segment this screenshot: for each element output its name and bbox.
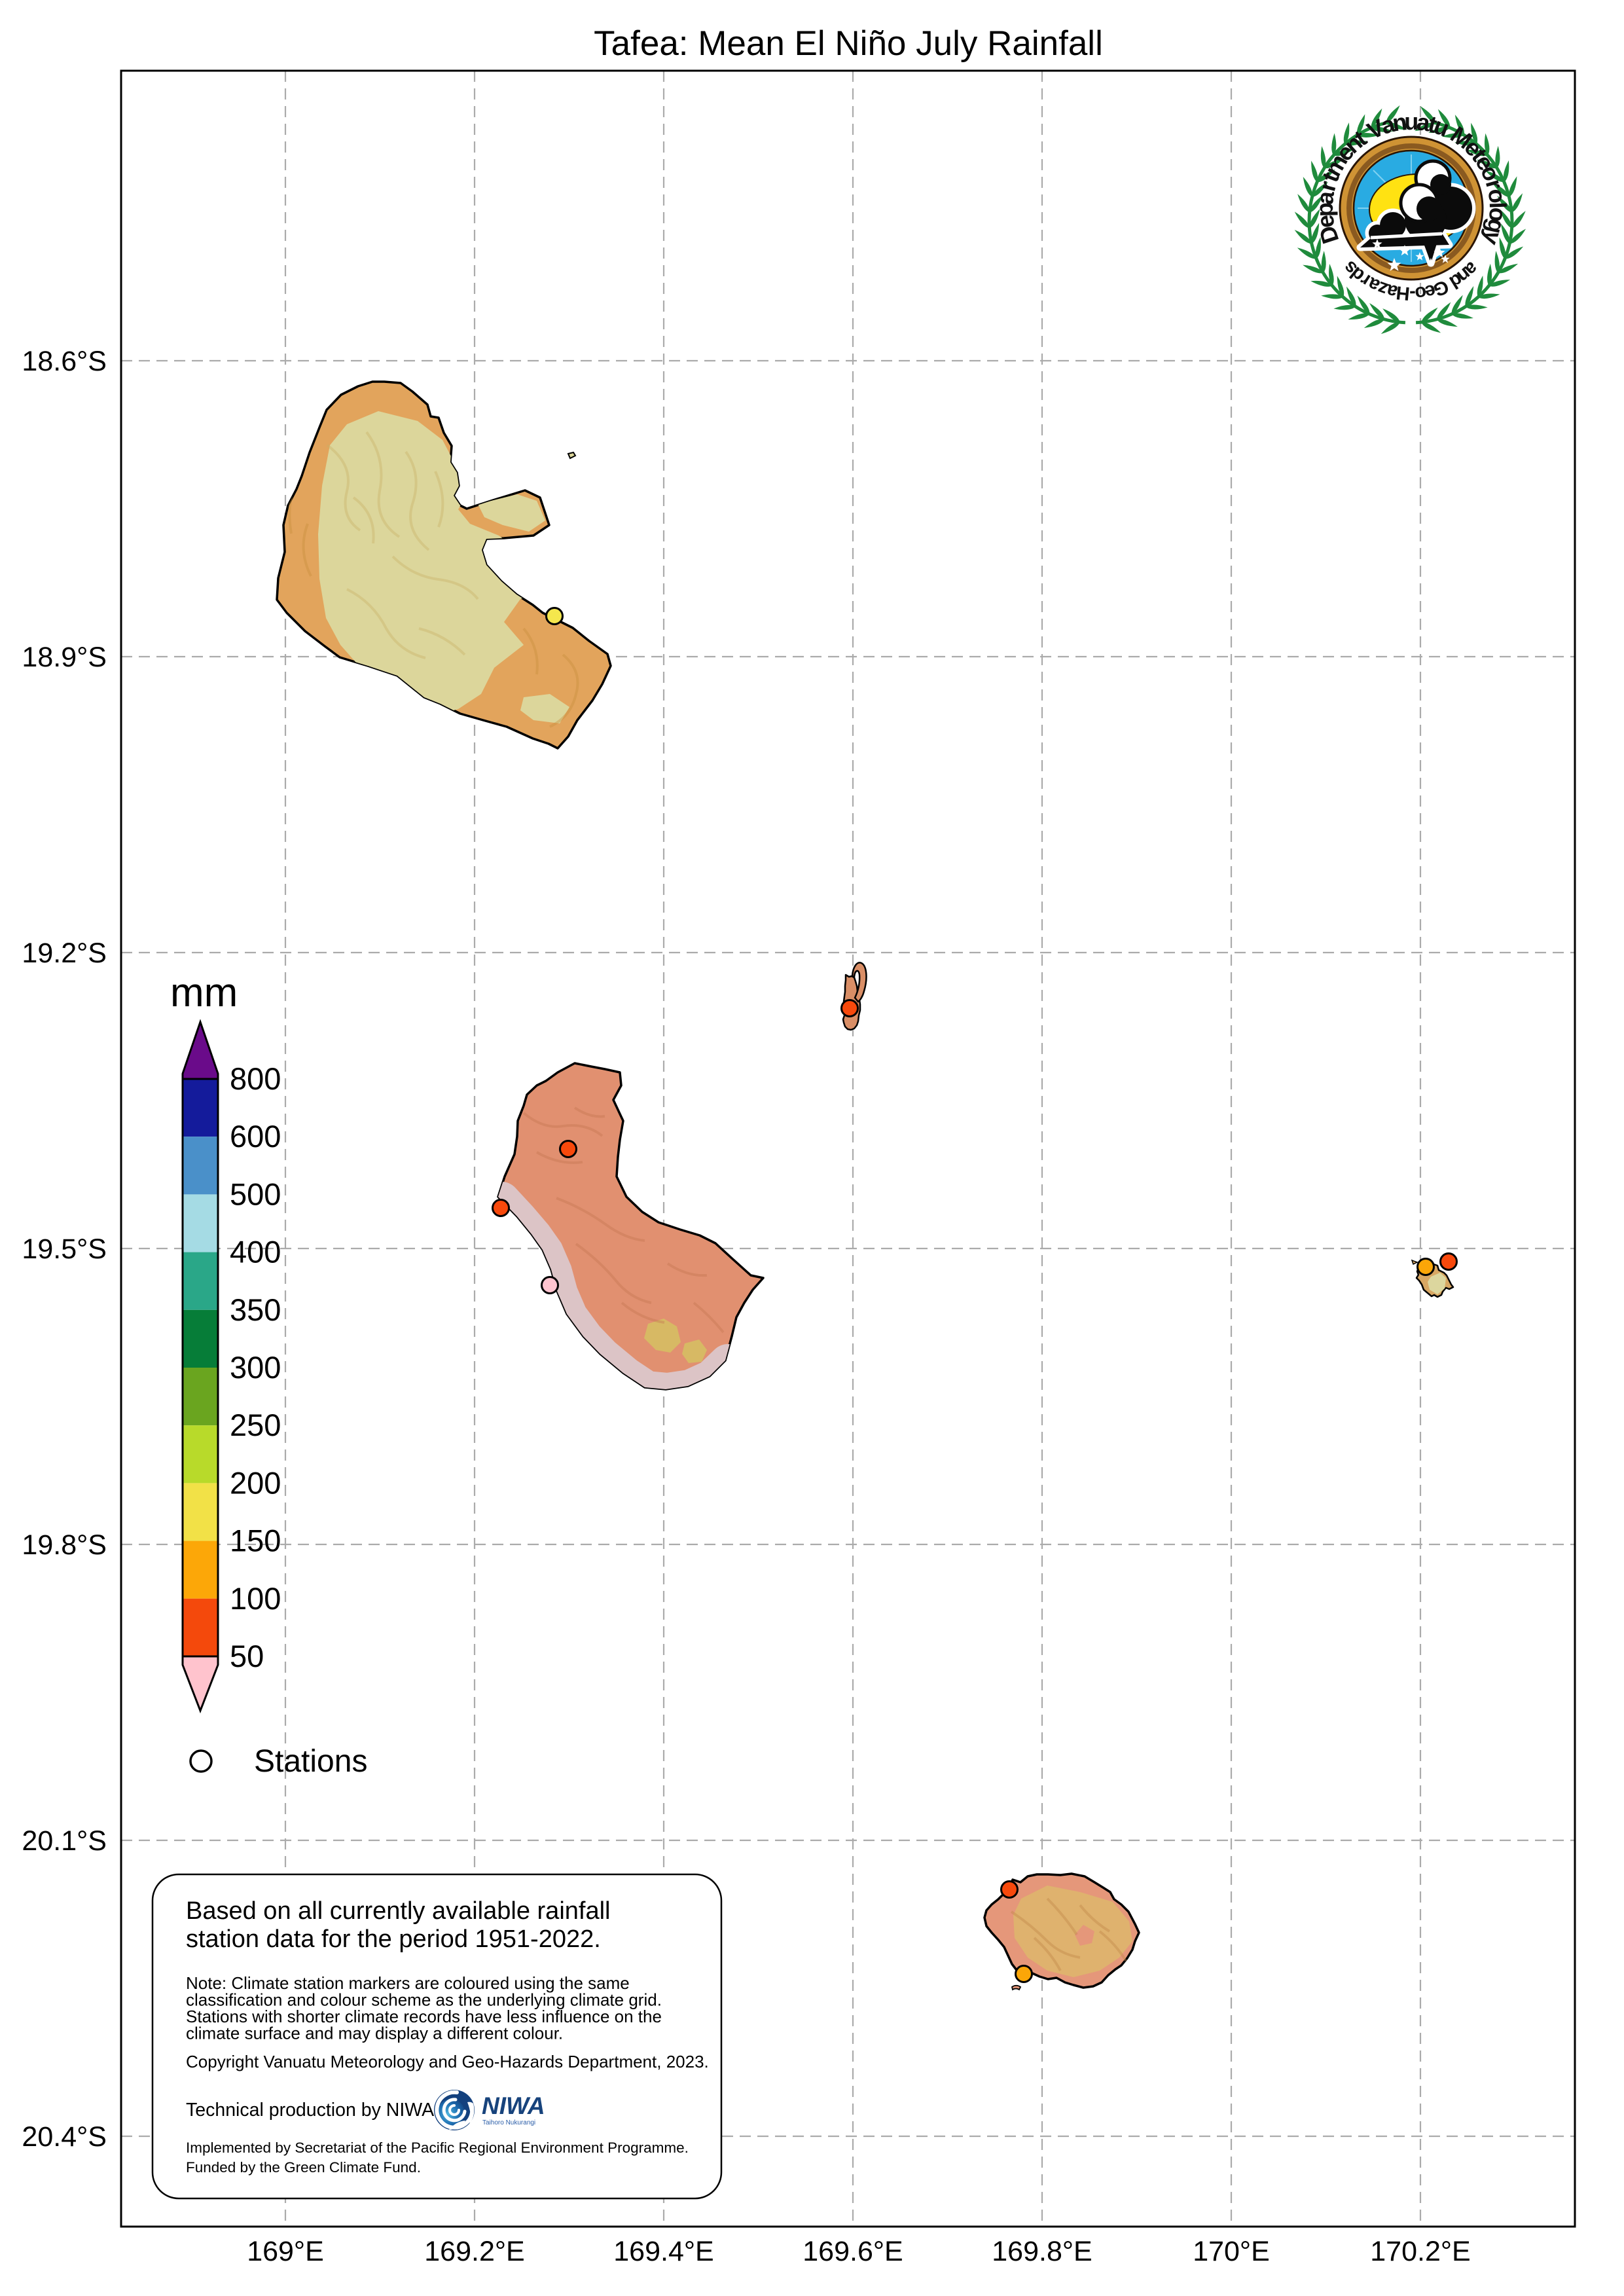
svg-text:150: 150 [230, 1523, 281, 1558]
svg-text:300: 300 [230, 1350, 281, 1385]
svg-text:19.2°S: 19.2°S [22, 938, 107, 969]
svg-text:Taihoro Nukurangi: Taihoro Nukurangi [482, 2119, 535, 2126]
svg-text:l: l [1485, 202, 1511, 209]
svg-text:170.2°E: 170.2°E [1370, 2236, 1470, 2267]
svg-text:400: 400 [230, 1235, 281, 1269]
svg-text:Note: Climate station markers: Note: Climate station markers are colour… [186, 1973, 630, 1993]
svg-text:170°E: 170°E [1193, 2236, 1270, 2267]
svg-text:250: 250 [230, 1408, 281, 1442]
svg-text:NIWA: NIWA [482, 2092, 545, 2119]
svg-text:169.8°E: 169.8°E [992, 2236, 1092, 2267]
svg-text:mm: mm [170, 970, 238, 1015]
svg-text:Stations: Stations [254, 1744, 367, 1779]
svg-text:800: 800 [230, 1061, 281, 1096]
svg-text:19.8°S: 19.8°S [22, 1529, 107, 1561]
svg-text:-: - [1409, 283, 1416, 304]
svg-text:350: 350 [230, 1292, 281, 1327]
svg-text:20.1°S: 20.1°S [22, 1825, 107, 1857]
svg-text:o: o [1414, 282, 1428, 304]
svg-text:u: u [1404, 108, 1418, 135]
svg-text:169.2°E: 169.2°E [424, 2236, 524, 2267]
svg-text:169°E: 169°E [247, 2236, 324, 2267]
svg-text:100: 100 [230, 1581, 281, 1616]
svg-text:e: e [1423, 280, 1438, 302]
svg-text:H: H [1395, 282, 1411, 304]
svg-text:200: 200 [230, 1465, 281, 1500]
svg-text:Tafea: Mean El Niño July Rainf: Tafea: Mean El Niño July Rainfall [594, 24, 1103, 63]
svg-text:169.4°E: 169.4°E [613, 2236, 713, 2267]
svg-text:Technical production by NIWA: Technical production by NIWA [186, 2100, 434, 2121]
svg-text:classification and colour sche: classification and colour scheme as the … [186, 1990, 662, 2010]
svg-text:Stations with shorter climate: Stations with shorter climate records ha… [186, 2007, 662, 2026]
svg-text:n: n [1391, 108, 1409, 137]
svg-text:o: o [1484, 206, 1512, 223]
svg-text:climate surface and may displa: climate surface and may display a differ… [186, 2024, 563, 2043]
svg-text:Based on all currently availab: Based on all currently available rainfal… [186, 1897, 610, 1925]
svg-text:20.4°S: 20.4°S [22, 2121, 107, 2153]
svg-text:18.9°S: 18.9°S [22, 642, 107, 673]
svg-text:169.6°E: 169.6°E [803, 2236, 903, 2267]
svg-text:Copyright Vanuatu Meteorology: Copyright Vanuatu Meteorology and Geo-Ha… [186, 2052, 709, 2071]
svg-text:50: 50 [230, 1639, 264, 1673]
svg-text:p: p [1311, 202, 1338, 217]
svg-text:500: 500 [230, 1176, 281, 1211]
svg-text:station data for the period 19: station data for the period 1951-2022. [186, 1925, 601, 1953]
svg-text:Funded by the Green Climate Fu: Funded by the Green Climate Fund. [186, 2159, 421, 2176]
svg-text:18.6°S: 18.6°S [22, 346, 107, 377]
svg-text:600: 600 [230, 1119, 281, 1154]
svg-text:19.5°S: 19.5°S [22, 1233, 107, 1265]
svg-text:Implemented by Secretariat of: Implemented by Secretariat of the Pacifi… [186, 2140, 689, 2156]
